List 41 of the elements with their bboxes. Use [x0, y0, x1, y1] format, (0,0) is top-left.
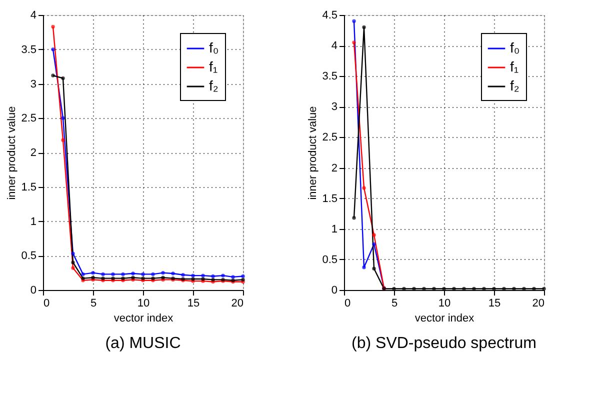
y-tick-label: 0	[331, 284, 338, 296]
x-axis-title: vector index	[414, 312, 475, 324]
y-tick-label: 4	[331, 40, 338, 52]
x-axis-title: vector index	[114, 312, 174, 324]
x-tick-label: 20	[532, 298, 544, 310]
y-axis-title: inner product value	[307, 106, 320, 200]
y-tick-label: 0.5	[21, 250, 36, 262]
y-tick-label: 4.5	[322, 10, 338, 22]
x-tick-label: 5	[90, 298, 97, 310]
y-tick-label: 0	[30, 284, 36, 296]
y-tick-label: 4	[30, 10, 36, 22]
y-tick-label: 0.5	[322, 254, 338, 266]
y-tick-label: 2	[331, 162, 338, 174]
legend-label: f₂	[510, 78, 520, 94]
y-axis-title: inner product value	[6, 106, 18, 200]
legend-label: f₂	[209, 78, 218, 94]
y-tick-label: 3	[30, 78, 36, 90]
legend-label: f₁	[209, 58, 218, 74]
x-tick-label: 10	[438, 298, 451, 310]
y-tick-label: 3.5	[322, 70, 338, 83]
y-tick-label: 3.5	[21, 44, 36, 56]
text: (b) SVD-pseudo spectrum	[352, 335, 536, 352]
x-tick-label: 0	[44, 298, 50, 310]
legend-label: f₁	[510, 58, 519, 74]
y-tick-label: 1	[331, 223, 338, 236]
x-tick-label: 5	[391, 298, 398, 310]
legend-label: f₀	[510, 40, 520, 56]
y-tick-label: 1.5	[21, 181, 36, 194]
x-tick-label: 0	[344, 298, 351, 310]
y-tick-label: 1	[30, 216, 36, 228]
y-tick-label: 2.5	[322, 132, 338, 144]
y-tick-label: 2	[30, 147, 36, 159]
legend-label: f₀	[209, 40, 219, 56]
y-tick-label: 3	[331, 101, 338, 114]
text: (a) MUSIC	[105, 335, 181, 352]
x-tick-label: 20	[231, 298, 244, 310]
y-tick-label: 1.5	[322, 192, 338, 205]
x-tick-label: 15	[488, 298, 501, 310]
y-tick-label: 2.5	[21, 112, 36, 125]
x-tick-label: 10	[137, 298, 150, 310]
x-tick-label: 15	[187, 298, 200, 310]
